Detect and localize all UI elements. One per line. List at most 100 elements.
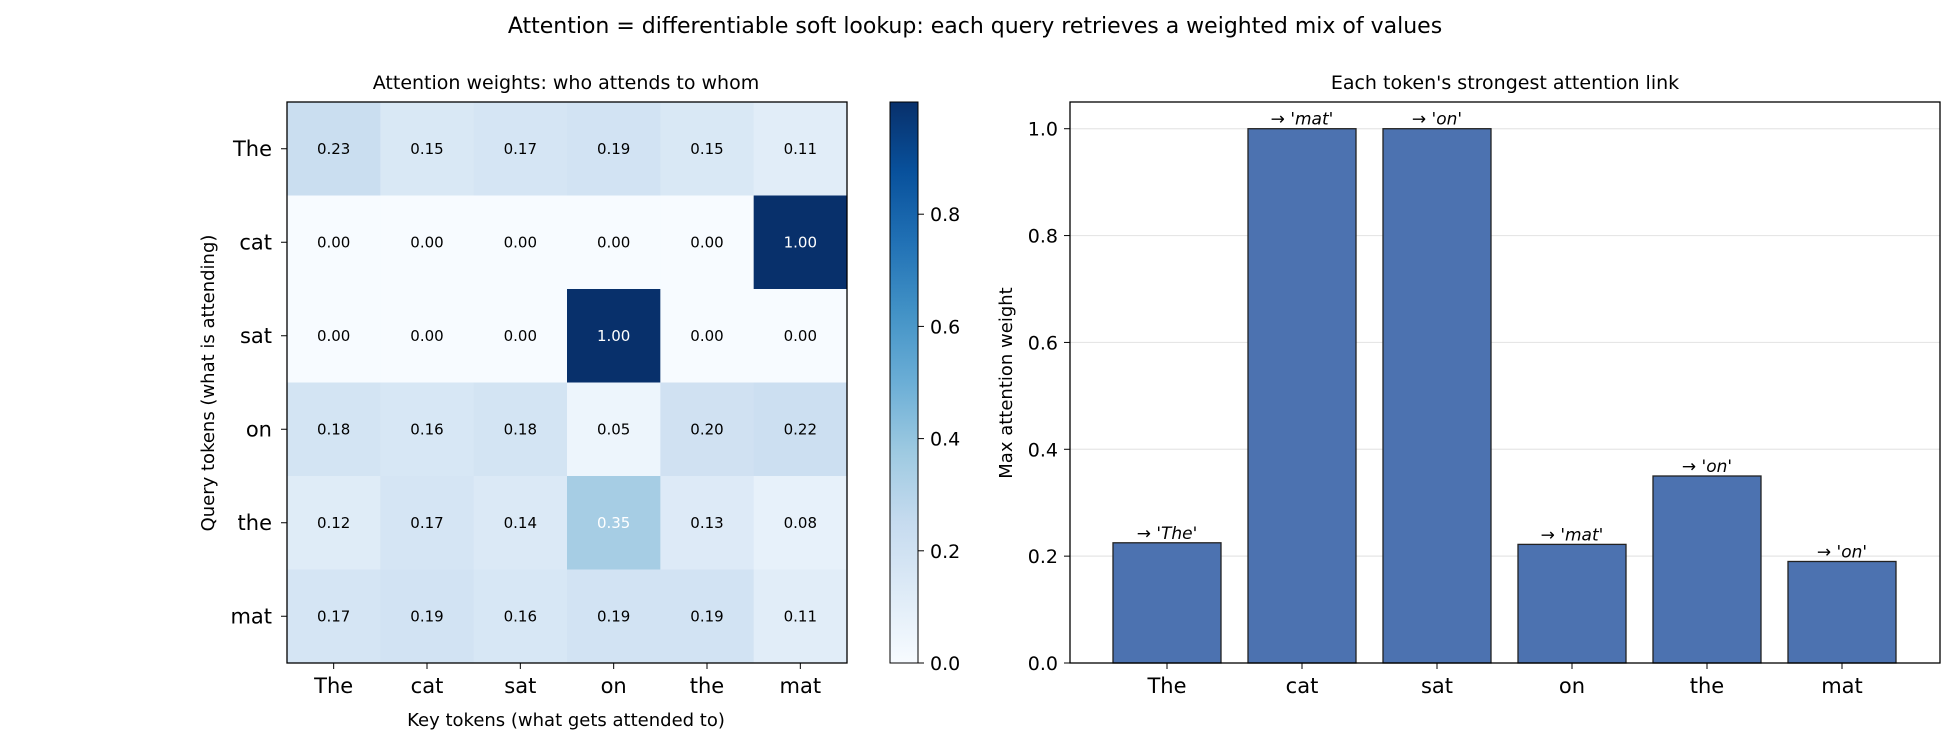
bar <box>1787 560 1897 664</box>
heatmap-cell <box>380 102 475 196</box>
heatmap-cell <box>660 476 755 570</box>
heatmap-cell <box>287 476 381 570</box>
bar-y-tick-label: 1.0 <box>1028 119 1058 141</box>
bar-annotation: → 'on' <box>1412 110 1462 130</box>
heatmap-value-label: 0.12 <box>317 514 350 532</box>
heatmap-cell <box>380 195 475 290</box>
heatmap-value-label: 0.16 <box>504 607 537 625</box>
heatmap-cell <box>660 289 755 383</box>
heatmap-xlabel: Key tokens (what gets attended to) <box>407 710 725 731</box>
heatmap-value-label: 0.00 <box>410 233 443 251</box>
bar-annotation: → 'mat' <box>1271 110 1334 130</box>
heatmap-x-tick-label: cat <box>411 674 444 698</box>
bar-chart-title: Each token's strongest attention link <box>1331 72 1679 94</box>
heatmap-cell <box>567 382 661 477</box>
bar-y-tick-label: 0.2 <box>1028 546 1058 568</box>
heatmap-cell <box>753 476 848 570</box>
heatmap-value-label: 0.19 <box>410 607 443 625</box>
heatmap-value-label: 0.17 <box>317 607 350 625</box>
heatmap-cell <box>380 382 475 477</box>
heatmap-y-tick-label: The <box>232 137 272 161</box>
heatmap-cell <box>567 569 661 664</box>
heatmap-cell <box>660 102 755 196</box>
heatmap-cell <box>660 195 755 290</box>
heatmap-cell <box>287 382 381 477</box>
heatmap-cell <box>473 195 568 290</box>
heatmap-value-label: 0.11 <box>784 140 817 158</box>
bar-annotation: → 'mat' <box>1541 525 1604 545</box>
bar <box>1517 543 1627 664</box>
heatmap-cell <box>380 569 475 664</box>
heatmap-cell <box>473 569 568 664</box>
heatmap-value-label: 0.00 <box>317 233 350 251</box>
heatmap-cell <box>753 102 848 196</box>
heatmap-value-label: 0.00 <box>504 327 537 345</box>
heatmap-cell <box>753 382 848 477</box>
heatmap-x-tick-label: mat <box>780 674 822 698</box>
colorbar-gradient <box>889 101 919 664</box>
colorbar-tick-label: 0.2 <box>930 541 960 563</box>
heatmap-value-label: 0.14 <box>504 514 537 532</box>
heatmap-value-label: 0.13 <box>690 514 723 532</box>
bar-annotation: → 'on' <box>1682 457 1732 477</box>
bar <box>1382 128 1492 664</box>
heatmap-x-tick-label: sat <box>504 674 536 698</box>
colorbar-tick-label: 0.4 <box>930 429 960 451</box>
heatmap-value-label: 0.17 <box>504 140 537 158</box>
heatmap-value-label: 0.00 <box>784 327 817 345</box>
heatmap-value-label: 0.23 <box>317 140 350 158</box>
bar-x-tick-label: the <box>1690 674 1724 698</box>
heatmap-value-label: 0.08 <box>784 514 817 532</box>
heatmap-frame <box>286 101 848 664</box>
bar-marks: → 'The' → 'mat' → 'on' → 'mat' → 'on' → 'on' <box>1112 110 1897 664</box>
heatmap-value-label: 0.00 <box>504 233 537 251</box>
bar-x-tick-label: cat <box>1286 674 1319 698</box>
heatmap-cell <box>473 382 568 477</box>
heatmap-y-tick-label: cat <box>239 230 272 254</box>
heatmap-cell <box>660 382 755 477</box>
heatmap-x-tick-label: The <box>313 674 353 698</box>
bar <box>1652 475 1762 664</box>
bar-x-tick-label: mat <box>1821 674 1863 698</box>
heatmap-cell <box>287 102 381 196</box>
heatmap-y-tick-label: sat <box>240 324 272 348</box>
heatmap-cell <box>567 289 661 383</box>
heatmap-cell <box>753 569 848 664</box>
bar-y-tick-label: 0.6 <box>1028 332 1058 354</box>
heatmap-x-tick-label: on <box>601 674 627 698</box>
heatmap-cell <box>567 102 661 196</box>
heatmap-value-label: 0.20 <box>690 420 723 438</box>
heatmap-value-label: 0.00 <box>410 327 443 345</box>
heatmap-cell <box>567 195 661 290</box>
bar-y-tick-label: 0.8 <box>1028 226 1058 248</box>
heatmap-value-label: 0.00 <box>690 327 723 345</box>
bar-annotation: → 'on' <box>1817 542 1867 562</box>
heatmap-value-label: 0.16 <box>410 420 443 438</box>
bar-x-tick-label: sat <box>1421 674 1453 698</box>
heatmap-cell <box>287 195 381 290</box>
heatmap-ticks: The cat sat on the mat The cat sat on the mat <box>230 137 821 698</box>
heatmap-value-label: 0.00 <box>317 327 350 345</box>
heatmap-value-label: 0.35 <box>597 514 630 532</box>
bar-ylabel: Max attention weight <box>996 287 1017 478</box>
bar-panel: Each token's strongest attention link → … <box>996 72 1941 698</box>
heatmap-cell <box>473 289 568 383</box>
colorbar-tick-label: 0.8 <box>930 204 960 226</box>
bar-ticks: 0.0 0.2 0.4 0.6 0.8 1.0 The cat sat on the mat <box>1028 119 1863 698</box>
colorbar-ticks: 0.0 0.2 0.4 0.6 0.8 <box>918 204 960 675</box>
heatmap-cell <box>380 289 475 383</box>
heatmap-panel: Attention weights: who attends to whom 0… <box>198 72 848 731</box>
heatmap-y-tick-label: on <box>246 417 272 441</box>
heatmap-value-label: 1.00 <box>597 327 630 345</box>
heatmap-value-label: 0.18 <box>317 420 350 438</box>
figure-title: Attention = differentiable soft lookup: … <box>508 14 1442 39</box>
bar-gridlines <box>1070 128 1940 557</box>
heatmap-value-label: 0.19 <box>597 140 630 158</box>
heatmap-cells: 0.23 0.15 0.17 0.19 0.15 0.11 0.00 0.00 0.00 0.00… <box>287 102 848 664</box>
heatmap-value-label: 0.19 <box>690 607 723 625</box>
heatmap-cell <box>753 289 848 383</box>
heatmap-value-label: 0.11 <box>784 607 817 625</box>
heatmap-y-tick-label: mat <box>230 604 272 628</box>
heatmap-value-label: 0.22 <box>784 420 817 438</box>
